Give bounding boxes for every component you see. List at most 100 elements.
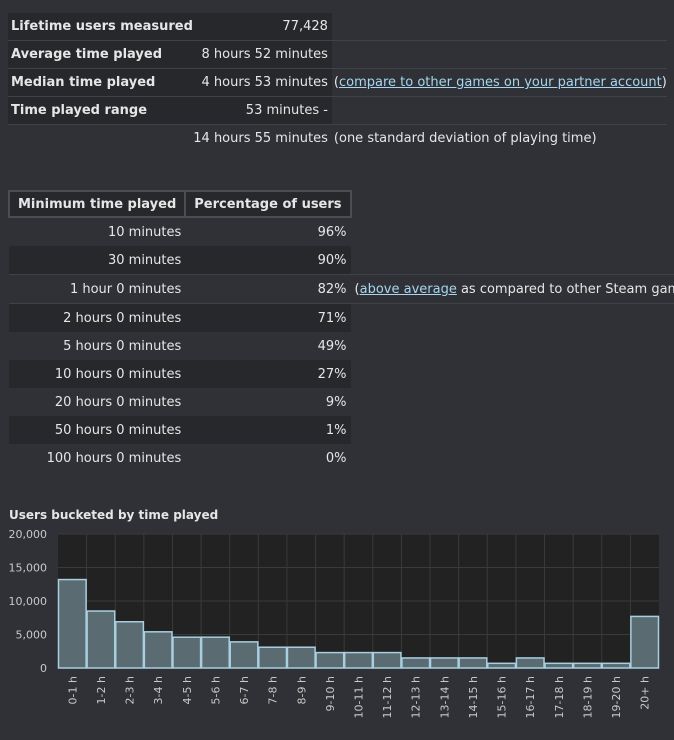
summary-note: (one standard deviation of playing time)	[333, 131, 597, 146]
bar	[229, 641, 259, 669]
x-tick-label: 16-17 h	[524, 676, 537, 718]
bar	[286, 646, 316, 669]
x-tick-label: 1-2 h	[95, 676, 108, 704]
pct-users-cell: 9%	[325, 394, 347, 410]
percentage-row: 100 hours 0 minutes 0%	[9, 444, 674, 472]
bar	[401, 657, 431, 669]
percentage-row: 5 hours 0 minutes 49%	[9, 332, 674, 360]
min-time-cell: 10 minutes	[107, 224, 182, 240]
x-tick-label: 9-10 h	[324, 676, 337, 711]
bar-chart: 20,000 15,000 10,000 5,000 0 0-1 h 1-2 h 2-3 h 3…	[9, 528, 660, 718]
min-time-cell: 100 hours 0 minutes	[46, 450, 182, 466]
compare-games-link[interactable]: compare to other games on your partner a…	[339, 75, 662, 90]
bar	[143, 631, 173, 669]
header-pct-users: Percentage of users	[184, 190, 352, 218]
y-tick-label: 0	[40, 662, 47, 675]
summary-note	[331, 96, 667, 125]
summary-value: 14 hours 55 minutes	[193, 131, 328, 146]
x-tick-label: 19-20 h	[610, 676, 623, 718]
summary-note	[331, 13, 667, 41]
y-tick-label: 20,000	[9, 528, 48, 541]
x-tick-label: 6-7 h	[238, 676, 251, 704]
min-time-cell: 2 hours 0 minutes	[9, 303, 186, 332]
x-tick-label: 17-18 h	[553, 676, 566, 718]
min-time-cell: 50 hours 0 minutes	[9, 416, 186, 444]
bar	[86, 610, 116, 669]
summary-row: Median time played 4 hours 53 minutes (com…	[8, 68, 667, 97]
bar	[458, 657, 488, 669]
min-time-cell: 1 hour 0 minutes	[9, 274, 186, 304]
x-tick-label: 14-15 h	[467, 676, 480, 718]
x-tick-label: 20+ h	[639, 676, 652, 710]
chart-title: Users bucketed by time played	[9, 508, 219, 522]
bar	[372, 651, 402, 669]
row-note: (above average as compared to other Stea…	[350, 274, 674, 304]
bar	[515, 657, 545, 669]
percentage-row: 10 minutes 96%	[9, 217, 674, 246]
min-time-cell: 10 hours 0 minutes	[9, 360, 186, 388]
x-tick-label: 15-16 h	[496, 676, 509, 718]
x-tick-label: 18-19 h	[581, 676, 594, 718]
summary-value: 77,428	[192, 13, 332, 41]
summary-row: Time played range 53 minutes -	[8, 96, 667, 125]
x-tick-label: 11-12 h	[381, 676, 394, 718]
summary-value: 4 hours 53 minutes	[192, 68, 332, 97]
summary-row: Average time played 8 hours 52 minutes	[8, 40, 667, 69]
summary-note	[331, 40, 667, 69]
percentage-row: 2 hours 0 minutes 71%	[9, 303, 674, 332]
x-tick-label: 13-14 h	[438, 676, 451, 718]
summary-value: 8 hours 52 minutes	[192, 40, 332, 69]
bar	[429, 657, 459, 669]
pct-users-cell: 82%	[185, 274, 351, 304]
percentage-table: Minimum time played Percentage of users …	[7, 190, 674, 472]
percentage-row: 50 hours 0 minutes 1%	[9, 416, 674, 444]
pct-users-cell: 71%	[185, 303, 351, 332]
x-tick-label: 10-11 h	[353, 676, 366, 718]
bar	[57, 578, 87, 669]
summary-label: Time played range	[8, 96, 193, 125]
summary-label: Median time played	[8, 68, 193, 97]
pct-users-cell: 0%	[325, 450, 347, 466]
bar	[200, 636, 230, 669]
x-tick-label: 5-6 h	[209, 676, 222, 704]
bar	[258, 646, 288, 669]
min-time-cell: 5 hours 0 minutes	[63, 338, 182, 354]
summary-label: Average time played	[8, 40, 193, 69]
header-min-time: Minimum time played	[7, 190, 187, 218]
note-prefix: (	[354, 281, 360, 297]
bar	[630, 615, 660, 669]
x-tick-label: 2-3 h	[124, 676, 137, 704]
x-tick-label: 0-1 h	[66, 676, 79, 704]
percentage-row: 1 hour 0 minutes 82% (above average as com…	[9, 274, 674, 304]
summary-row: Lifetime users measured 77,428	[8, 13, 667, 41]
pct-users-cell: 27%	[185, 360, 351, 388]
x-tick-label: 12-13 h	[410, 676, 423, 718]
min-time-cell: 20 hours 0 minutes	[54, 394, 182, 410]
summary-table: Lifetime users measured 77,428 Average tim…	[8, 13, 667, 152]
bar	[572, 662, 603, 669]
min-time-cell: 30 minutes	[9, 246, 186, 275]
bar	[487, 662, 517, 669]
pct-users-cell: 49%	[317, 338, 347, 354]
bar	[601, 662, 631, 669]
x-tick-label: 7-8 h	[267, 676, 280, 704]
y-tick-label: 15,000	[9, 562, 48, 575]
summary-label: Lifetime users measured	[8, 13, 193, 41]
note-suffix: as compared to other Steam games)	[460, 281, 674, 297]
note-prefix: (	[333, 75, 339, 90]
summary-label	[8, 125, 193, 153]
bar	[172, 636, 202, 669]
note-suffix: )	[661, 75, 667, 90]
summary-row: 14 hours 55 minutes (one standard deviati…	[8, 125, 667, 153]
y-tick-label: 10,000	[9, 595, 48, 608]
percentage-row: 10 hours 0 minutes 27%	[9, 360, 674, 388]
summary-value: 53 minutes -	[192, 96, 332, 125]
bar	[114, 621, 145, 669]
bar	[544, 662, 574, 669]
x-tick-label: 3-4 h	[152, 676, 165, 704]
x-tick-label: 4-5 h	[181, 676, 194, 704]
x-tick-label: 8-9 h	[295, 676, 308, 704]
percentage-row: 30 minutes 90%	[9, 246, 674, 275]
above-average-link[interactable]: above average	[359, 281, 457, 297]
bar	[315, 651, 345, 669]
